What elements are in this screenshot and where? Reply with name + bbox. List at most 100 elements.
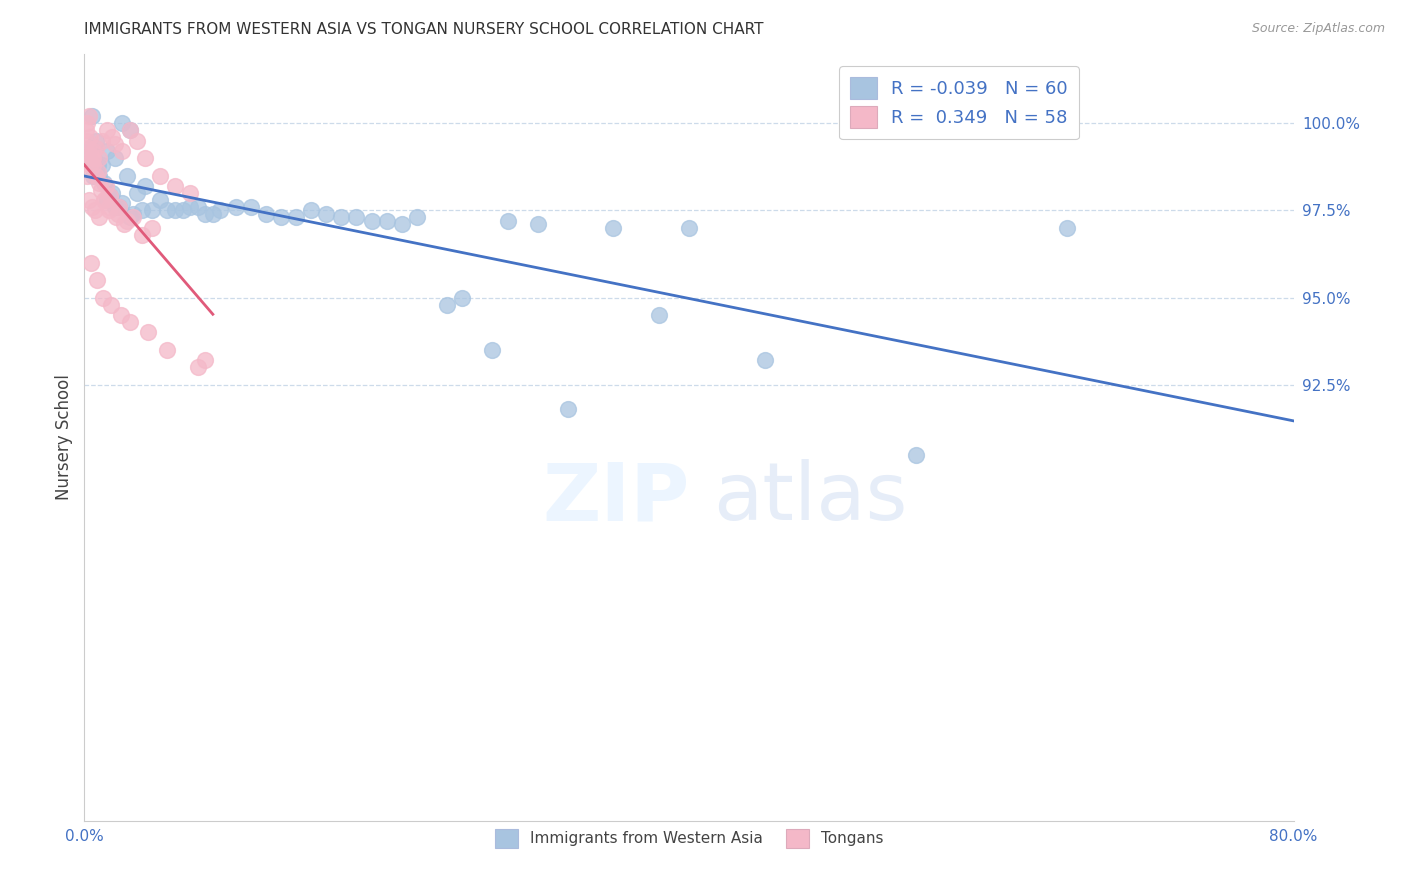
Point (678, 220, 700, 235)
Point (100, 186, 122, 200)
Point (201, 207, 224, 221)
Point (80, 200, 103, 214)
Point (93, 193, 115, 207)
Point (360, 214, 382, 228)
Point (87, 176, 110, 190)
Point (104, 137, 127, 152)
Point (75, 123, 97, 137)
Point (98, 203, 121, 218)
Point (285, 211, 308, 225)
Point (754, 353, 776, 368)
Point (299, 203, 322, 218)
Point (96, 193, 118, 207)
Point (111, 196, 134, 211)
Point (108, 200, 131, 214)
Point (82, 151, 104, 165)
Point (91, 291, 114, 305)
Text: ZIP: ZIP (543, 459, 690, 538)
Point (187, 200, 209, 214)
Point (84, 169, 107, 183)
Point (156, 203, 179, 218)
Point (136, 326, 159, 340)
Point (98, 189, 121, 203)
Point (179, 186, 201, 200)
Point (91, 158, 114, 172)
Point (118, 123, 141, 137)
Point (111, 144, 134, 158)
Point (76, 134, 98, 148)
Point (165, 203, 187, 218)
Point (89, 211, 111, 225)
Point (82, 169, 104, 183)
Point (91, 134, 114, 148)
Point (179, 200, 201, 214)
Point (648, 308, 671, 322)
Point (121, 207, 143, 221)
Point (93, 176, 115, 190)
Point (165, 179, 187, 194)
Point (86, 273, 108, 287)
Legend: Immigrants from Western Asia, Tongans: Immigrants from Western Asia, Tongans (486, 822, 891, 855)
Point (127, 134, 149, 148)
Point (82, 158, 104, 172)
Point (76, 169, 98, 183)
Y-axis label: Nursery School: Nursery School (55, 374, 73, 500)
Point (225, 200, 247, 214)
Point (87, 158, 110, 172)
Point (270, 211, 292, 225)
Point (134, 151, 156, 165)
Text: IMMIGRANTS FROM WESTERN ASIA VS TONGAN NURSERY SCHOOL CORRELATION CHART: IMMIGRANTS FROM WESTERN ASIA VS TONGAN N… (84, 22, 763, 37)
Point (115, 214, 138, 228)
Point (89, 169, 111, 183)
Point (141, 203, 163, 218)
Point (110, 308, 132, 322)
Point (96, 123, 118, 137)
Point (436, 297, 458, 311)
Point (79, 147, 101, 161)
Point (156, 343, 179, 357)
Point (84, 203, 107, 218)
Text: Source: ZipAtlas.com: Source: ZipAtlas.com (1251, 22, 1385, 36)
Point (79, 141, 101, 155)
Point (131, 227, 153, 242)
Point (80, 109, 103, 123)
Point (346, 211, 368, 225)
Point (118, 123, 141, 137)
Point (375, 214, 398, 228)
Point (904, 448, 927, 462)
Point (134, 179, 156, 194)
Point (115, 169, 138, 183)
Point (1056, 220, 1078, 235)
Point (80, 151, 103, 165)
Point (254, 207, 277, 221)
Point (194, 353, 217, 368)
Point (94, 179, 117, 194)
Point (330, 211, 353, 225)
Point (97, 200, 120, 214)
Point (87, 165, 110, 179)
Point (239, 200, 262, 214)
Point (86, 134, 108, 148)
Point (131, 203, 153, 218)
Point (527, 218, 550, 232)
Text: atlas: atlas (713, 459, 907, 538)
Point (194, 207, 217, 221)
Point (149, 193, 172, 207)
Point (104, 151, 127, 165)
Point (107, 207, 129, 221)
Point (187, 360, 209, 375)
Point (96, 144, 118, 158)
Point (98, 189, 121, 203)
Point (315, 207, 337, 221)
Point (118, 211, 141, 225)
Point (94, 193, 117, 207)
Point (105, 211, 128, 225)
Point (557, 402, 579, 417)
Point (89, 151, 111, 165)
Point (82, 144, 104, 158)
Point (118, 315, 141, 329)
Point (209, 203, 232, 218)
Point (79, 130, 101, 145)
Point (79, 158, 101, 172)
Point (77, 109, 100, 123)
